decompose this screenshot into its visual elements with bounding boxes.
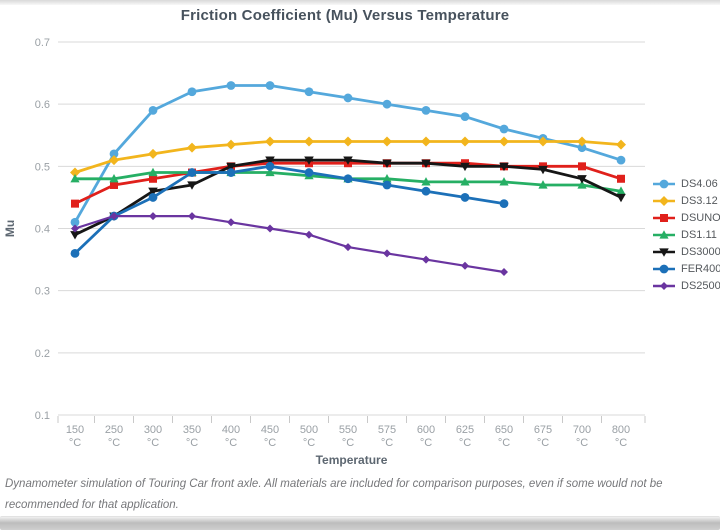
x-tick-label: 500: [300, 424, 318, 436]
series-FER4003: [70, 161, 509, 258]
series-DS3.12: [70, 136, 626, 178]
legend-label: DS1.11: [681, 228, 717, 241]
x-tick-label: 700: [573, 424, 591, 436]
x-tick-label: 300: [144, 424, 162, 436]
x-tick-label: 450: [261, 424, 279, 436]
legend-marker-icon: [653, 264, 675, 273]
x-tick-label: 800: [612, 424, 630, 436]
legend-marker-icon: [653, 195, 675, 206]
x-axis: 150°C250°C300°C350°C400°C450°C500°C550°C…: [57, 416, 646, 449]
caption-text: Dynamometer simulation of Touring Car fr…: [5, 478, 663, 511]
legend-item-ds3-12[interactable]: DS3.12: [652, 192, 720, 209]
legend-label: FER4003: [681, 262, 720, 275]
legend-label: DS3.12: [681, 194, 718, 207]
series-DS4.06: [70, 81, 626, 227]
legend-marker-icon: [653, 229, 675, 239]
top-border: [0, 0, 720, 5]
y-tick-label: 0.3: [35, 286, 50, 298]
x-tick-unit: °C: [303, 437, 315, 449]
legend-marker-icon: [653, 213, 675, 222]
x-tick-label: 350: [183, 424, 201, 436]
x-tick-unit: °C: [264, 437, 276, 449]
legend-item-ds4-06[interactable]: DS4.06: [652, 175, 720, 192]
x-tick-unit: °C: [576, 437, 588, 449]
x-tick-label: 625: [456, 424, 474, 436]
x-tick-label: 650: [495, 424, 513, 436]
x-tick-label: 400: [222, 424, 240, 436]
legend-item-ds2500[interactable]: DS2500: [652, 277, 720, 294]
x-tick-unit: °C: [615, 437, 627, 449]
y-tick-label: 0.7: [35, 37, 50, 49]
y-gridlines: 0.7 0.6 0.5 0.4 0.3 0.2 0.1: [35, 37, 645, 422]
x-tick-unit: °C: [147, 437, 159, 449]
y-tick-label: 0.5: [35, 161, 50, 173]
x-axis-title: Temperature: [316, 453, 388, 467]
x-tick-unit: °C: [459, 437, 471, 449]
x-tick-unit: °C: [537, 437, 549, 449]
x-tick-unit: °C: [69, 437, 81, 449]
legend-item-dsuno[interactable]: DSUNO: [652, 209, 720, 226]
x-tick-label: 600: [417, 424, 435, 436]
legend-label: DS3000: [681, 245, 720, 258]
x-tick-label: 675: [534, 424, 552, 436]
plot-area: 0.70.60.50.40.30.20.1150°C250°C300°C350°…: [3, 37, 646, 467]
chart-legend: DS4.06 DS3.12 DSUNO DS1.11 DS3000 FER4003 DS25…: [652, 175, 720, 294]
legend-label: DSUNO: [681, 211, 720, 224]
y-tick-label: 0.6: [35, 99, 50, 111]
axis-titles: Temperature Mu: [3, 220, 388, 467]
series-DS2500: [71, 212, 508, 277]
x-tick-unit: °C: [225, 437, 237, 449]
chart-title: Friction Coefficient (Mu) Versus Tempera…: [180, 7, 510, 24]
legend-marker-icon: [653, 281, 675, 290]
x-tick-unit: °C: [342, 437, 354, 449]
legend-item-ds1-11[interactable]: DS1.11: [652, 226, 720, 243]
x-tick-label: 550: [339, 424, 357, 436]
x-tick-unit: °C: [186, 437, 198, 449]
x-tick-label: 575: [378, 424, 396, 436]
y-tick-label: 0.2: [35, 348, 50, 360]
legend-marker-icon: [653, 247, 675, 257]
legend-marker-icon: [653, 179, 675, 188]
y-axis-title: Mu: [3, 220, 17, 237]
x-tick-unit: °C: [420, 437, 432, 449]
legend-item-fer4003[interactable]: FER4003: [652, 260, 720, 277]
horizontal-scrollbar[interactable]: [0, 516, 720, 530]
legend-label: DS4.06: [681, 177, 718, 190]
x-tick-unit: °C: [108, 437, 120, 449]
legend-item-ds3000[interactable]: DS3000: [652, 243, 720, 260]
legend-label: DS2500: [681, 279, 720, 292]
x-tick-unit: °C: [498, 437, 510, 449]
y-tick-label: 0.4: [35, 224, 50, 236]
y-tick-label: 0.1: [35, 410, 50, 422]
x-tick-label: 150: [66, 424, 84, 436]
x-tick-unit: °C: [381, 437, 393, 449]
x-tick-label: 250: [105, 424, 123, 436]
